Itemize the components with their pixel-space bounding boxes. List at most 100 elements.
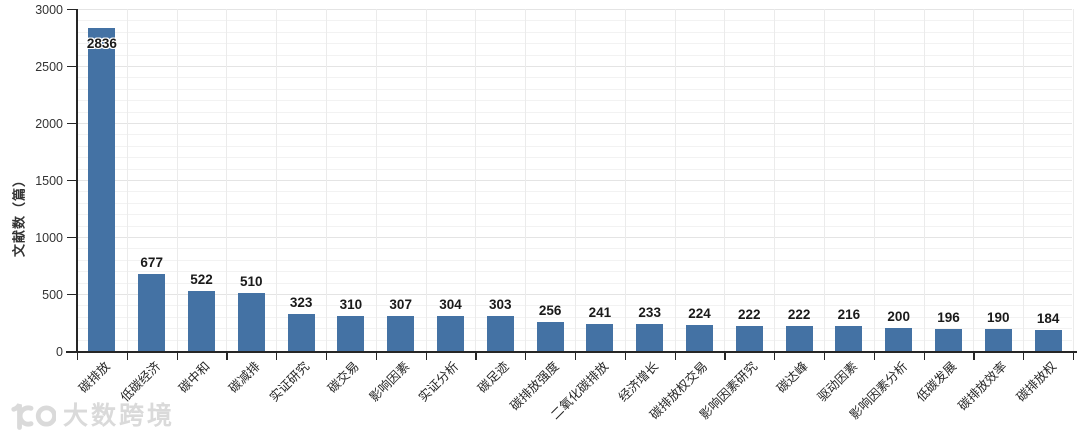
x-axis-category-label: 碳减排 <box>226 359 263 396</box>
vertical-gridline <box>525 9 527 351</box>
x-axis-category-label: 碳排放 <box>76 359 114 396</box>
bar-value-label: 677 <box>140 254 163 270</box>
x-axis-tick <box>1073 351 1075 360</box>
x-axis-tick <box>973 351 975 360</box>
x-axis-tick <box>126 351 128 360</box>
x-axis-tick <box>475 351 477 360</box>
x-axis-tick <box>326 351 328 360</box>
x-axis-category-label: 低碳发展 <box>914 359 960 405</box>
y-axis-line <box>76 9 78 352</box>
x-axis-tick <box>77 351 79 360</box>
vertical-gridline <box>1073 9 1074 351</box>
x-axis-category-label: 影响因素 <box>366 359 412 405</box>
y-axis-tick-label: 1000 <box>35 230 63 245</box>
bar-value-label: 190 <box>987 310 1010 326</box>
vertical-gridline <box>973 9 975 351</box>
bar <box>486 316 514 351</box>
y-axis-tick-label: 1500 <box>35 173 63 188</box>
bar <box>437 316 464 351</box>
x-axis-tick <box>575 351 577 360</box>
vertical-gridline <box>276 9 278 351</box>
bar-value-label: 196 <box>937 309 960 325</box>
bar-value-label: 2836 <box>86 35 117 51</box>
watermark-text: 大数跨境 <box>63 401 176 430</box>
x-axis-category-label: 实证研究 <box>267 359 313 405</box>
y-axis-title: 文献数（篇） <box>11 172 27 258</box>
bar <box>138 273 166 351</box>
bar-value-label: 233 <box>638 305 661 321</box>
x-axis-tick <box>425 351 427 360</box>
bar <box>237 292 265 351</box>
x-axis-tick <box>525 351 527 360</box>
bar <box>835 326 863 351</box>
vertical-gridline <box>326 9 327 351</box>
bar <box>387 316 415 351</box>
x-axis-tick <box>774 351 776 360</box>
bar <box>785 325 813 351</box>
vertical-gridline <box>575 9 576 351</box>
y-axis-tick-label: 2500 <box>35 59 63 74</box>
bar <box>935 328 962 351</box>
x-axis-category-label: 碳达峰 <box>773 359 811 396</box>
x-axis-category-label: 低碳经济 <box>117 359 163 405</box>
x-axis-category-label: 碳排放权 <box>1014 359 1060 405</box>
y-axis-tick <box>67 66 77 68</box>
vertical-gridline <box>923 9 925 351</box>
bar-value-label: 304 <box>439 297 462 313</box>
bar <box>1034 330 1062 351</box>
bar-value-label: 222 <box>787 306 811 322</box>
bar-value-label: 241 <box>588 304 612 320</box>
x-axis-tick <box>1023 351 1025 360</box>
vertical-gridline <box>375 9 377 351</box>
bar <box>984 329 1012 351</box>
bar-value-label: 307 <box>389 297 412 312</box>
x-axis-tick <box>226 351 228 360</box>
x-axis-tick <box>724 351 726 360</box>
bar-value-label: 216 <box>837 307 861 323</box>
bar <box>536 321 564 351</box>
bar-value-label: 510 <box>240 273 263 289</box>
bar <box>337 315 365 351</box>
y-axis-tick <box>67 9 77 11</box>
x-axis-tick <box>923 351 925 360</box>
bar <box>686 325 713 351</box>
y-axis-tick <box>67 123 77 125</box>
y-axis-tick-label: 0 <box>56 344 63 359</box>
vertical-gridline <box>674 9 676 351</box>
bar <box>885 328 913 351</box>
x-axis-category-label: 碳交易 <box>325 359 363 396</box>
bar <box>636 324 664 351</box>
watermark-logo-icon <box>11 403 56 430</box>
bar <box>188 291 215 351</box>
vertical-gridline <box>824 9 825 351</box>
y-axis-tick-label: 3000 <box>35 2 63 17</box>
x-axis-tick <box>276 351 278 360</box>
vertical-gridline <box>425 9 427 351</box>
x-axis-tick <box>176 351 178 360</box>
bar-value-label: 303 <box>489 297 512 313</box>
bar-value-label: 310 <box>339 296 363 312</box>
x-axis-tick <box>674 351 676 360</box>
y-axis-tick-label: 2000 <box>35 116 63 131</box>
bar-value-label: 200 <box>887 309 910 325</box>
y-axis-tick <box>67 180 77 182</box>
x-axis-tick <box>873 351 875 360</box>
x-axis-line <box>66 351 1077 353</box>
x-axis-tick <box>375 351 377 360</box>
vertical-gridline <box>1023 9 1025 351</box>
vertical-gridline <box>774 9 776 351</box>
x-axis-category-label: 碳中和 <box>176 359 213 396</box>
watermark: 大数跨境 <box>8 400 175 432</box>
vertical-gridline <box>475 9 477 351</box>
x-axis-tick <box>624 351 626 360</box>
vertical-gridline <box>176 9 178 351</box>
bar <box>735 325 763 351</box>
vertical-gridline <box>624 9 626 351</box>
bar <box>586 323 614 351</box>
bar-value-label: 256 <box>538 302 562 318</box>
bar-value-label: 323 <box>289 295 313 311</box>
bar-value-label: 522 <box>190 272 213 288</box>
x-axis-tick <box>824 351 826 360</box>
y-axis-tick-label: 500 <box>42 287 63 302</box>
